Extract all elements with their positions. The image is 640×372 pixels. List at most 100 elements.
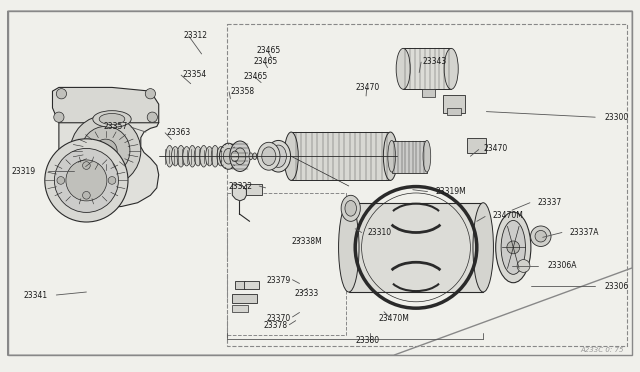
Bar: [246, 184, 262, 195]
Ellipse shape: [200, 145, 207, 167]
Text: 23306: 23306: [605, 282, 629, 291]
Text: 23337: 23337: [538, 198, 562, 207]
Circle shape: [535, 231, 547, 242]
Text: 23343: 23343: [422, 57, 447, 66]
Text: 23306A: 23306A: [547, 262, 577, 270]
Circle shape: [108, 177, 116, 184]
Ellipse shape: [99, 113, 125, 125]
Ellipse shape: [270, 145, 286, 167]
Circle shape: [81, 126, 130, 175]
Polygon shape: [59, 106, 159, 208]
Circle shape: [66, 160, 107, 201]
Text: 23333: 23333: [294, 289, 319, 298]
Ellipse shape: [260, 153, 264, 159]
Bar: [422, 89, 435, 97]
Circle shape: [45, 139, 128, 222]
Text: 23337A: 23337A: [570, 228, 599, 237]
Text: 23470: 23470: [483, 144, 508, 153]
Ellipse shape: [257, 142, 280, 170]
Circle shape: [531, 226, 551, 247]
Ellipse shape: [231, 151, 239, 161]
Ellipse shape: [220, 143, 237, 169]
Bar: [443, 95, 465, 113]
Ellipse shape: [345, 201, 356, 216]
Ellipse shape: [266, 140, 291, 172]
Text: 23370: 23370: [267, 314, 291, 323]
Ellipse shape: [177, 145, 185, 167]
Ellipse shape: [262, 147, 276, 166]
Circle shape: [507, 241, 520, 254]
Bar: [349, 203, 483, 292]
Text: 23354: 23354: [182, 70, 207, 79]
Ellipse shape: [93, 111, 131, 128]
Ellipse shape: [172, 147, 179, 166]
Text: 23465: 23465: [257, 46, 281, 55]
Bar: [227, 24, 627, 346]
Circle shape: [70, 115, 141, 186]
Text: 23470M: 23470M: [378, 314, 409, 323]
Ellipse shape: [249, 153, 253, 160]
Text: 23319: 23319: [11, 167, 35, 176]
Polygon shape: [52, 87, 159, 123]
Circle shape: [517, 260, 530, 272]
Bar: [403, 48, 451, 89]
Circle shape: [83, 162, 90, 169]
Ellipse shape: [284, 132, 298, 180]
Text: 23465: 23465: [244, 72, 268, 81]
Ellipse shape: [495, 212, 531, 283]
Bar: [447, 108, 461, 115]
Circle shape: [94, 139, 117, 162]
Text: 23379: 23379: [267, 276, 291, 285]
Ellipse shape: [230, 141, 250, 171]
Circle shape: [54, 148, 118, 212]
Ellipse shape: [444, 48, 458, 89]
Ellipse shape: [223, 148, 234, 164]
Ellipse shape: [183, 147, 191, 166]
Text: 23380: 23380: [356, 336, 380, 345]
Bar: [227, 193, 346, 335]
Bar: [291, 132, 390, 180]
Ellipse shape: [501, 221, 525, 275]
Ellipse shape: [341, 195, 360, 221]
Text: 23357: 23357: [104, 122, 128, 131]
Text: 23358: 23358: [230, 87, 255, 96]
Text: 23341: 23341: [24, 291, 48, 300]
Text: 23470: 23470: [356, 83, 380, 92]
Ellipse shape: [217, 147, 225, 166]
Circle shape: [83, 192, 90, 199]
Ellipse shape: [166, 145, 173, 167]
Ellipse shape: [194, 147, 202, 166]
Ellipse shape: [257, 153, 260, 160]
Bar: [392, 141, 427, 173]
Ellipse shape: [473, 203, 493, 292]
Text: A233C 0: 75: A233C 0: 75: [580, 347, 624, 353]
Circle shape: [145, 89, 156, 99]
Ellipse shape: [339, 203, 359, 292]
Ellipse shape: [383, 132, 397, 180]
Ellipse shape: [388, 140, 396, 172]
Text: 23465: 23465: [253, 57, 278, 66]
Ellipse shape: [189, 145, 196, 167]
Ellipse shape: [423, 140, 431, 172]
Polygon shape: [8, 11, 632, 355]
Text: 23338M: 23338M: [291, 237, 322, 246]
Bar: [232, 294, 257, 303]
Text: 23319M: 23319M: [435, 187, 466, 196]
Text: 23322: 23322: [229, 182, 253, 190]
Bar: [467, 138, 486, 153]
Circle shape: [54, 112, 64, 122]
Text: 23310: 23310: [368, 228, 392, 237]
Text: 23470M: 23470M: [493, 211, 524, 220]
Ellipse shape: [396, 48, 410, 89]
Ellipse shape: [234, 148, 246, 164]
Bar: [244, 281, 259, 289]
Ellipse shape: [253, 153, 257, 160]
Bar: [232, 305, 248, 312]
Circle shape: [57, 177, 65, 184]
Text: 23300: 23300: [605, 113, 629, 122]
Text: 23312: 23312: [183, 31, 207, 40]
Text: 23378: 23378: [264, 321, 288, 330]
Bar: [269, 151, 276, 162]
Text: 23363: 23363: [166, 128, 191, 137]
Circle shape: [147, 112, 157, 122]
